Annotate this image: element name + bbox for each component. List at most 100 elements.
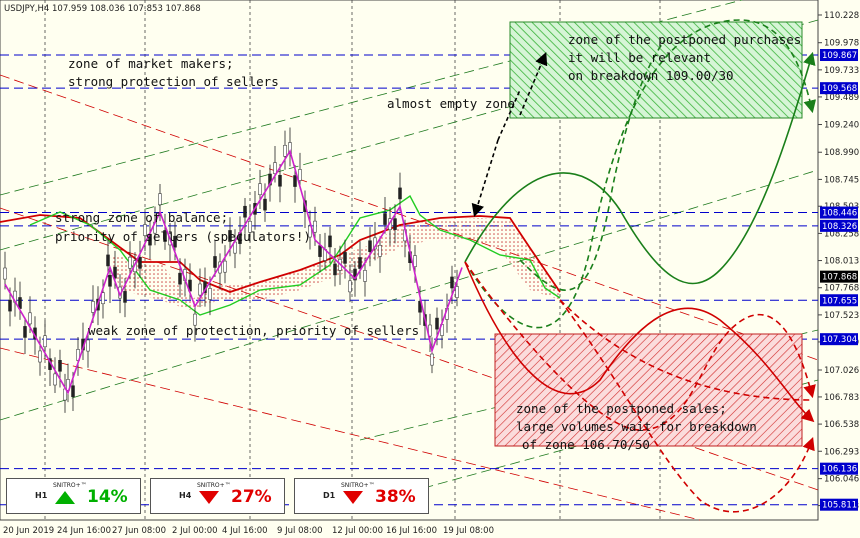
- ann-purchases-2: it will be relevant: [568, 50, 711, 65]
- x-tick-label: 12 Jul 00:00: [332, 526, 383, 536]
- ann-market-makers-1: zone of market makers;: [68, 56, 234, 71]
- level-tag: [820, 462, 858, 475]
- level-tag: [820, 82, 858, 95]
- candle-body: [248, 220, 252, 233]
- level-tag-label: 109.568: [822, 84, 857, 94]
- level-tag: [820, 49, 858, 62]
- candle-body: [378, 245, 382, 257]
- candle-body: [58, 360, 62, 372]
- candle-body: [106, 254, 110, 267]
- candle-body: [333, 263, 337, 276]
- ann-market-makers-2: strong protection of sellers: [68, 74, 279, 89]
- candle-body: [91, 301, 95, 313]
- y-tick-label: 109.978: [824, 39, 859, 49]
- annotations: zone of market makers; strong protection…: [55, 32, 801, 452]
- y-tick-label: 109.489: [824, 93, 859, 103]
- current-price-label: 107.868: [822, 273, 857, 283]
- level-tag-label: 108.446: [822, 209, 857, 219]
- candle-body: [263, 198, 267, 211]
- candle-body: [223, 260, 227, 273]
- y-axis: 110.228 109.978 109.733 109.489 109.240 108.9…: [818, 11, 859, 512]
- level-tag: [820, 333, 858, 346]
- candle-body: [430, 353, 434, 366]
- ann-balance-1: strong zone of balance;: [55, 210, 228, 225]
- y-tick-label: 106.046: [824, 475, 859, 485]
- y-tick-label: 108.258: [824, 229, 859, 239]
- x-tick-label: 9 Jul 08:00: [277, 526, 323, 536]
- x-tick-label: 27 Jun 08:00: [112, 526, 166, 536]
- y-tick-label: 110.228: [824, 11, 859, 21]
- candle-body: [8, 299, 12, 312]
- x-tick-label: 19 Jul 08:00: [443, 526, 494, 536]
- x-tick-label: 20 Jun 2019: [3, 526, 54, 536]
- candle-body: [353, 268, 357, 281]
- candle-body: [348, 280, 352, 293]
- y-tick-label: 109.733: [824, 66, 859, 76]
- up-arrow-icon: [55, 491, 75, 504]
- candle-body: [450, 276, 454, 289]
- candle-body: [428, 324, 432, 337]
- y-tick-label: 108.990: [824, 148, 859, 158]
- down-arrow-icon: [199, 491, 219, 504]
- ann-weak-zone: weak zone of protection, priority of sel…: [88, 323, 419, 338]
- candle-body: [283, 144, 287, 157]
- candle-body: [343, 252, 347, 264]
- level-tag-label: 109.867: [822, 51, 857, 61]
- indicator-timeframe: H4: [179, 491, 192, 500]
- level-tag: [820, 206, 858, 219]
- candle-body: [173, 235, 177, 248]
- y-tick-label: 108.745: [824, 175, 859, 185]
- level-tag-label: 107.655: [822, 296, 857, 306]
- ann-sales-1: zone of the postponed sales;: [516, 401, 727, 416]
- candle-body: [213, 256, 217, 268]
- indicator-percent: 38%: [375, 487, 416, 507]
- candle-body: [208, 288, 212, 300]
- candle-body: [398, 187, 402, 200]
- ann-almost-empty: almost empty zone: [387, 96, 515, 111]
- current-price-tag: [820, 270, 858, 283]
- level-tag-label: 108.326: [822, 222, 857, 232]
- level-tag-label: 105.811: [822, 501, 857, 511]
- candle-body: [198, 283, 202, 296]
- x-tick-label: 24 Jun 16:00: [57, 526, 111, 536]
- candle-body: [178, 272, 182, 285]
- candle-body: [28, 312, 32, 325]
- candle-body: [358, 257, 362, 269]
- candle-body: [86, 339, 90, 352]
- y-tick-label: 108.013: [824, 257, 859, 267]
- candle-body: [258, 183, 262, 196]
- candle-body: [3, 267, 7, 280]
- candle-body: [158, 193, 162, 206]
- candle-body: [273, 162, 277, 174]
- chart-title: USDJPY,H4 107.959 108.036 107.853 107.86…: [4, 4, 201, 14]
- ann-purchases-1: zone of the postponed purchases: [568, 32, 801, 47]
- candle-body: [128, 256, 132, 269]
- indicator-brand: SNITRO+™: [341, 482, 375, 489]
- sales-zone: [494, 333, 803, 447]
- candle-body: [308, 225, 312, 238]
- indicator-timeframe: D1: [323, 491, 336, 500]
- level-tag: [820, 294, 858, 307]
- candle-body: [318, 245, 322, 257]
- indicator-timeframe: H1: [35, 491, 48, 500]
- forecast-paths: [464, 19, 817, 513]
- indicator-d1: SNITRO+™ D1 38%: [294, 478, 429, 514]
- candle-body: [53, 373, 57, 386]
- x-tick-label: 4 Jul 16:00: [222, 526, 268, 536]
- level-tag: [820, 219, 858, 232]
- indicator-percent: 27%: [231, 487, 272, 507]
- candle-body: [113, 266, 117, 279]
- price-tags: 109.867 109.568 108.446 108.326 107.655 107.3…: [820, 49, 858, 511]
- y-tick-label: 106.538: [824, 420, 859, 430]
- candle-body: [313, 220, 317, 233]
- candle-body: [43, 335, 47, 348]
- candle-body: [278, 174, 282, 187]
- candle-body: [123, 291, 127, 303]
- candle-body: [328, 235, 332, 248]
- candle-body: [163, 230, 167, 242]
- y-tick-label: 107.768: [824, 284, 859, 294]
- x-axis: 20 Jun 2019 24 Jun 16:00 27 Jun 08:00 2 Jul…: [3, 526, 494, 536]
- candle-body: [383, 213, 387, 225]
